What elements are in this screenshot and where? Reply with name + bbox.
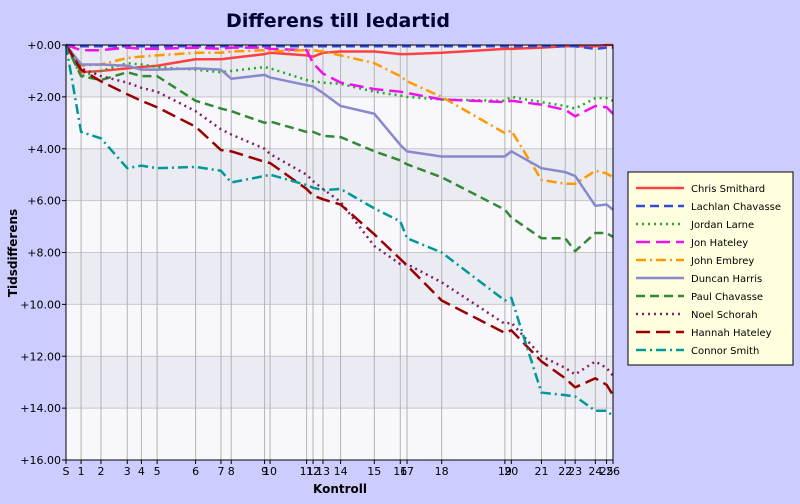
x-tick-label: 12 [306, 465, 320, 478]
plot-band [66, 252, 613, 305]
y-axis-ticks: +0.00 +2.00 +4.00 +6.00 +8.00 +10.00 +12.00 +14… [20, 39, 66, 467]
legend-label: Jordan Larne [690, 220, 754, 231]
series-line-8 [64, 44, 615, 396]
legend-label: Lachlan Chavasse [691, 202, 781, 213]
series-line-5 [65, 44, 614, 211]
x-tick-label: 18 [435, 465, 449, 478]
x-tick-label: 17 [400, 465, 414, 478]
plot-band [66, 408, 613, 460]
series-line-1 [65, 43, 613, 51]
plot-band [66, 148, 613, 201]
series-line-4 [64, 44, 614, 186]
legend-label: Hannah Hateley [691, 328, 772, 339]
legend-box [627, 171, 794, 366]
y-tick-label: +10.00 [20, 298, 61, 311]
x-tick-label: 19 [498, 465, 512, 478]
series-line-7 [64, 44, 614, 377]
x-tick-label: 6 [192, 465, 199, 478]
legend-label: Chris Smithard [691, 184, 765, 195]
x-tick-label: 25 [600, 465, 614, 478]
x-tick-label: 14 [334, 465, 348, 478]
series-line-3 [65, 43, 614, 118]
x-tick-label: 8 [228, 465, 235, 478]
x-tick-label: S [63, 465, 70, 478]
x-tick-label: 23 [568, 465, 582, 478]
x-tick-label: 7 [217, 465, 224, 478]
x-tick-label: 15 [367, 465, 381, 478]
x-axis-label: Kontroll [313, 482, 367, 496]
legend-label: Duncan Harris [691, 274, 762, 285]
x-tick-label: 24 [588, 465, 602, 478]
x-tick-label: 26 [606, 465, 620, 478]
x-tick-label: 2 [97, 465, 104, 478]
x-tick-label: 22 [558, 465, 572, 478]
y-tick-label: +0.00 [27, 39, 61, 52]
legend-label: Noel Schorah [691, 310, 758, 321]
x-tick-label: 13 [316, 465, 330, 478]
x-tick-label: 21 [534, 465, 548, 478]
legend-label: John Embrey [690, 256, 754, 267]
y-tick-label: +14.00 [20, 402, 61, 415]
legend-label: Jon Hateley [690, 238, 748, 249]
x-tick-label: 16 [393, 465, 407, 478]
plot-band [66, 304, 613, 357]
legend-label: Connor Smith [691, 346, 759, 357]
x-tick-label: 4 [138, 465, 145, 478]
plot-band [66, 200, 613, 253]
series-line-9 [64, 44, 614, 417]
series-line-6 [64, 44, 614, 253]
x-tick-label: 5 [154, 465, 161, 478]
y-tick-label: +16.00 [20, 454, 61, 467]
y-tick-label: +8.00 [27, 247, 61, 260]
x-tick-label: 1 [78, 465, 85, 478]
y-tick-label: +2.00 [27, 91, 61, 104]
series-line-2 [64, 44, 614, 110]
series-lines [64, 43, 615, 417]
x-tick-label: 11 [300, 465, 314, 478]
legend-label: Paul Chavasse [691, 292, 763, 303]
chart-title: Differens till ledartid [226, 10, 450, 32]
x-tick-label: 20 [504, 465, 518, 478]
x-tick-label: 3 [124, 465, 131, 478]
legend: Chris Smithard Lachlan Chavasse Jordan Lar… [627, 171, 794, 366]
x-tick-label: 9 [261, 465, 268, 478]
y-tick-label: +4.00 [27, 143, 61, 156]
y-axis-label: Tidsdifferens [6, 209, 20, 297]
y-tick-label: +12.00 [20, 350, 61, 363]
x-tick-label: 10 [263, 465, 277, 478]
plot-band [66, 356, 613, 409]
y-tick-label: +6.00 [27, 195, 61, 208]
